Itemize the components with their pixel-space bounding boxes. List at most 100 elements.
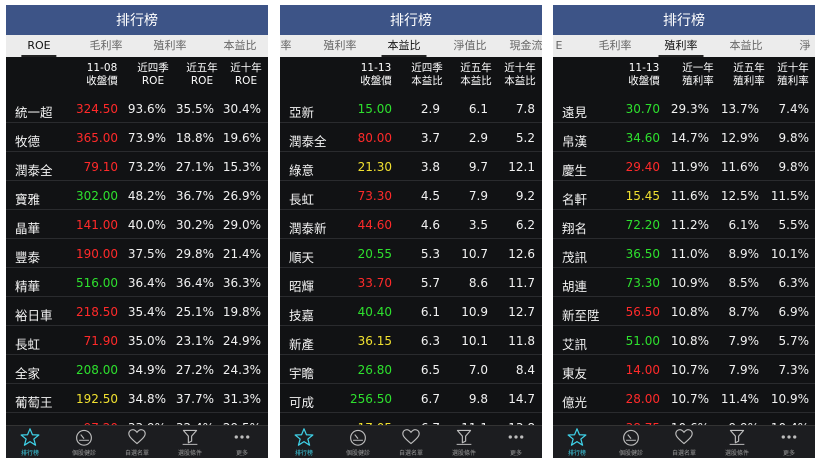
tab-item[interactable]: E [555, 39, 563, 52]
table-row[interactable]: 艾訊 51.00 10.8% 7.9% 5.7% [553, 326, 815, 355]
page-title: 排行榜 [280, 5, 542, 35]
table-row[interactable]: 晶華 141.00 40.0% 30.2% 29.0% [6, 210, 268, 239]
tab-item[interactable]: 本益比 [223, 39, 257, 52]
close-price: 40.40 [357, 305, 392, 319]
close-price: 21.30 [357, 160, 392, 174]
table-row[interactable]: 昭輝 33.70 5.7 8.6 11.7 [280, 268, 542, 297]
tabbar-item[interactable]: 排行榜 [553, 428, 603, 457]
ranking-tabs: E 毛利率 殖利率 本益比 淨 [553, 35, 815, 57]
table-row[interactable]: 豐泰 190.00 37.5% 29.8% 21.4% [6, 239, 268, 268]
tab-item[interactable]: 殖利率 [658, 35, 704, 57]
column-header-price[interactable]: 11-13 收盤價 [346, 62, 406, 88]
table-row[interactable]: 技嘉 40.40 6.1 10.9 12.7 [280, 297, 542, 326]
column-header-metric1[interactable]: 近四季 本益比 [397, 62, 457, 88]
column-header-price[interactable]: 11-08 收盤價 [72, 62, 132, 88]
table-row[interactable]: 長虹 71.90 35.0% 23.1% 24.9% [6, 326, 268, 355]
metric-value: 9.7 [468, 160, 488, 174]
column-header-metric1[interactable]: 近四季 ROE [123, 62, 183, 88]
column-header-metric3[interactable]: 近十年 ROE [216, 62, 268, 88]
table-row[interactable]: 可成 256.50 6.7 9.8 14.7 [280, 384, 542, 413]
tab-item[interactable]: ROE [21, 35, 57, 57]
tabbar-item[interactable]: 選股條件 [711, 428, 763, 457]
table-row[interactable]: 遠見 30.70 29.3% 13.7% 7.4% [553, 94, 815, 123]
table-row[interactable]: 茂訊 36.50 11.0% 8.9% 10.1% [553, 239, 815, 268]
stock-name: 晶華 [15, 221, 41, 236]
table-row[interactable]: 胡連 73.30 10.9% 8.5% 6.3% [553, 268, 815, 297]
metric-value: 10.1 [461, 334, 488, 348]
table-row[interactable]: 新至陞 56.50 10.8% 8.7% 6.9% [553, 297, 815, 326]
tabbar-item[interactable]: 更多 [763, 428, 815, 457]
metric-value: 34.8% [127, 392, 166, 406]
tabbar-label: 自選名單 [124, 450, 149, 457]
column-header-price[interactable]: 11-13 收盤價 [614, 62, 674, 88]
tabbar-item[interactable]: 更多 [216, 428, 268, 457]
tabbar-item[interactable]: 選股條件 [164, 428, 216, 457]
tab-item[interactable]: 殖利率 [323, 39, 357, 52]
close-price: 218.50 [76, 305, 118, 319]
metric-value: 5.5% [778, 218, 810, 232]
table-row[interactable]: 潤泰全 80.00 3.7 2.9 5.2 [280, 123, 542, 152]
metric-value: 7.9% [728, 363, 760, 377]
tab-item[interactable]: 本益比 [381, 35, 427, 57]
table-row[interactable]: 名軒 15.45 11.6% 12.5% 11.5% [553, 181, 815, 210]
tabbar-item[interactable]: 自選名單 [658, 428, 710, 457]
tab-item[interactable]: 現金流 [509, 39, 543, 52]
column-header-metric2[interactable]: 近五年 ROE [172, 62, 232, 88]
tab-item[interactable]: 殖利率 [153, 39, 187, 52]
table-row[interactable]: 亞新 15.00 2.9 6.1 7.8 [280, 94, 542, 123]
heart-icon [658, 428, 710, 446]
tabbar-item[interactable]: 自選名單 [385, 428, 437, 457]
column-header-metric3[interactable]: 近十年 本益比 [490, 62, 542, 88]
tab-item[interactable]: 淨 [799, 39, 811, 52]
metric-value: 6.3 [420, 334, 440, 348]
metric-value: 5.2 [515, 131, 535, 145]
table-row[interactable]: 統一超 324.50 93.6% 35.5% 30.4% [6, 94, 268, 123]
tabbar-item[interactable]: 排行榜 [280, 428, 330, 457]
table-row[interactable]: 潤泰新 44.60 4.6 3.5 6.2 [280, 210, 542, 239]
table-row[interactable]: 宇瞻 26.80 6.5 7.0 8.4 [280, 355, 542, 384]
table-row[interactable]: 慶生 29.40 11.9% 11.6% 9.8% [553, 152, 815, 181]
metric-value: 4.6 [420, 218, 440, 232]
table-row[interactable]: 億光 28.00 10.7% 11.4% 10.9% [553, 384, 815, 413]
tab-item[interactable]: 毛利率 [89, 39, 123, 52]
tabbar-item[interactable]: 自選名單 [111, 428, 163, 457]
stock-name: 翔名 [562, 221, 588, 236]
tabbar-item[interactable]: 個股健診 [58, 428, 110, 457]
tab-item[interactable]: 淨值比 [453, 39, 487, 52]
table-row[interactable]: 綠意 21.30 3.8 9.7 12.1 [280, 152, 542, 181]
metric-value: 9.8% [778, 160, 810, 174]
column-header-line1: 近四季 [137, 62, 169, 74]
stock-name: 宇瞻 [289, 366, 315, 381]
table-row[interactable]: 翔名 72.20 11.2% 6.1% 5.5% [553, 210, 815, 239]
table-row[interactable]: 葡萄王 192.50 34.8% 37.7% 31.3% [6, 384, 268, 413]
screen-roe: 排行榜 ROE 毛利率 殖利率 本益比 11-08 收盤價 近四季 ROE 近五年 R… [6, 5, 268, 458]
table-row[interactable]: 新產 36.15 6.3 10.1 11.8 [280, 326, 542, 355]
table-row[interactable]: 順天 20.55 5.3 10.7 12.6 [280, 239, 542, 268]
metric-value: 29.8% [175, 247, 214, 261]
table-row[interactable]: 牧德 365.00 73.9% 18.8% 19.6% [6, 123, 268, 152]
table-row[interactable]: 長虹 73.30 4.5 7.9 9.2 [280, 181, 542, 210]
table-row[interactable]: 全家 208.00 34.9% 27.2% 24.3% [6, 355, 268, 384]
table-row[interactable]: 寶雅 302.00 48.2% 36.7% 26.9% [6, 181, 268, 210]
filter-icon [164, 428, 216, 446]
column-header-metric1[interactable]: 近一年 殖利率 [668, 62, 728, 88]
close-price: 33.70 [357, 276, 392, 290]
table-row[interactable]: 東友 14.00 10.7% 7.9% 7.3% [553, 355, 815, 384]
table-row[interactable]: 精華 516.00 36.4% 36.4% 36.3% [6, 268, 268, 297]
column-header-line2: 本益比 [504, 75, 536, 87]
tabbar-item[interactable]: 選股條件 [438, 428, 490, 457]
column-header-metric2[interactable]: 近五年 殖利率 [719, 62, 779, 88]
tabbar-item[interactable]: 個股健診 [332, 428, 384, 457]
tab-item[interactable]: 毛利率 [598, 39, 632, 52]
tabbar-item[interactable]: 排行榜 [6, 428, 56, 457]
table-row[interactable]: 帛漢 34.60 14.7% 12.9% 9.8% [553, 123, 815, 152]
tabbar-item[interactable]: 更多 [490, 428, 542, 457]
table-row[interactable]: 潤泰全 79.10 73.2% 27.1% 15.3% [6, 152, 268, 181]
column-header-metric2[interactable]: 近五年 本益比 [446, 62, 506, 88]
tab-item[interactable]: 率 [280, 39, 292, 52]
column-header-metric3[interactable]: 近十年 殖利率 [763, 62, 815, 88]
tabbar-item[interactable]: 個股健診 [605, 428, 657, 457]
tab-item[interactable]: 本益比 [729, 39, 763, 52]
stock-name: 名軒 [562, 192, 588, 207]
table-row[interactable]: 裕日車 218.50 35.4% 25.1% 19.8% [6, 297, 268, 326]
